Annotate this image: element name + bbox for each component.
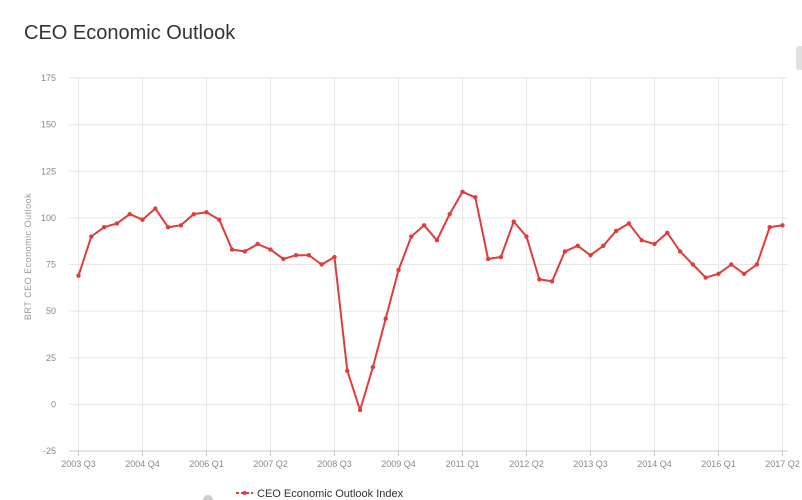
- data-point: [370, 364, 376, 370]
- x-tick-label: 2003 Q3: [61, 459, 96, 469]
- data-point: [217, 217, 222, 222]
- data-point: [498, 254, 504, 260]
- x-tick-label: 2007 Q2: [253, 459, 288, 469]
- data-point: [613, 228, 619, 234]
- x-tick-label: 2004 Q4: [125, 459, 160, 469]
- legend-label: CEO Economic Outlook Index: [257, 488, 404, 500]
- y-tick-label: 0: [51, 399, 56, 409]
- data-point: [319, 262, 324, 267]
- data-point: [575, 243, 580, 249]
- x-tick-label: 2017 Q2: [765, 459, 800, 469]
- data-point: [165, 225, 171, 230]
- data-point: [421, 223, 427, 228]
- scroll-handle[interactable]: [796, 46, 802, 70]
- data-point: [447, 211, 452, 217]
- y-tick-label: 100: [41, 213, 56, 223]
- series-line: [77, 190, 783, 411]
- data-point: [178, 223, 184, 228]
- y-tick-label: 150: [41, 120, 56, 130]
- data-point: [690, 262, 696, 267]
- x-tick-label: 2014 Q4: [637, 459, 672, 469]
- data-point: [140, 217, 145, 222]
- data-point: [281, 256, 286, 262]
- y-tick-label: -25: [43, 446, 56, 456]
- y-tick-label: 25: [46, 353, 56, 363]
- data-point: [549, 279, 555, 284]
- data-point: [242, 249, 248, 254]
- data-point: [537, 277, 542, 282]
- y-tick-label: 75: [46, 260, 56, 270]
- data-point: [639, 238, 644, 243]
- x-tick-label: 2012 Q2: [509, 459, 544, 469]
- data-point: [754, 262, 760, 267]
- y-tick-label: 50: [46, 306, 56, 316]
- legend-marker: [242, 491, 247, 495]
- data-point: [89, 234, 94, 239]
- data-point: [306, 252, 312, 258]
- data-point: [396, 267, 401, 273]
- data-point: [383, 316, 388, 321]
- data-point: [729, 262, 734, 267]
- data-point: [460, 189, 465, 194]
- x-tick-label: 2011 Q1: [446, 459, 480, 469]
- data-point: [511, 219, 516, 224]
- data-point: [255, 241, 260, 247]
- y-tick-label: 125: [41, 166, 56, 176]
- data-point: [357, 407, 363, 413]
- data-point: [741, 271, 747, 277]
- data-point: [473, 195, 478, 200]
- data-point: [332, 254, 337, 260]
- legend-scroll-indicator: [203, 495, 213, 500]
- y-tick-label: 175: [41, 73, 56, 83]
- x-tick-label: 2009 Q4: [381, 459, 416, 469]
- data-point: [434, 238, 440, 243]
- x-tick-label: 2016 Q1: [701, 459, 736, 469]
- data-point: [524, 234, 529, 239]
- data-point: [485, 256, 491, 262]
- data-point: [127, 211, 132, 217]
- data-point: [767, 225, 772, 230]
- data-point: [601, 243, 606, 249]
- data-point: [562, 249, 568, 254]
- x-tick-label: 2013 Q3: [573, 459, 608, 469]
- data-point: [204, 210, 209, 215]
- data-point: [652, 241, 657, 247]
- data-point: [703, 275, 708, 280]
- data-point: [101, 225, 107, 230]
- x-tick-label: 2008 Q3: [317, 459, 352, 469]
- data-point: [409, 234, 414, 239]
- x-tick-label: 2006 Q1: [189, 459, 224, 469]
- y-axis-title: BRT CEO Economic Outlook: [23, 193, 33, 320]
- data-point: [229, 247, 235, 252]
- data-point: [677, 249, 683, 254]
- data-point: [114, 221, 120, 226]
- data-point: [191, 211, 196, 217]
- data-point: [588, 252, 593, 258]
- data-point: [345, 368, 350, 374]
- data-point: [665, 230, 670, 235]
- chart-title: CEO Economic Outlook: [24, 22, 236, 44]
- data-point: [716, 271, 721, 277]
- data-point: [76, 273, 81, 278]
- data-point: [293, 252, 299, 258]
- data-point: [626, 221, 632, 226]
- data-point: [268, 247, 273, 252]
- data-point: [780, 223, 785, 228]
- data-point: [153, 206, 158, 211]
